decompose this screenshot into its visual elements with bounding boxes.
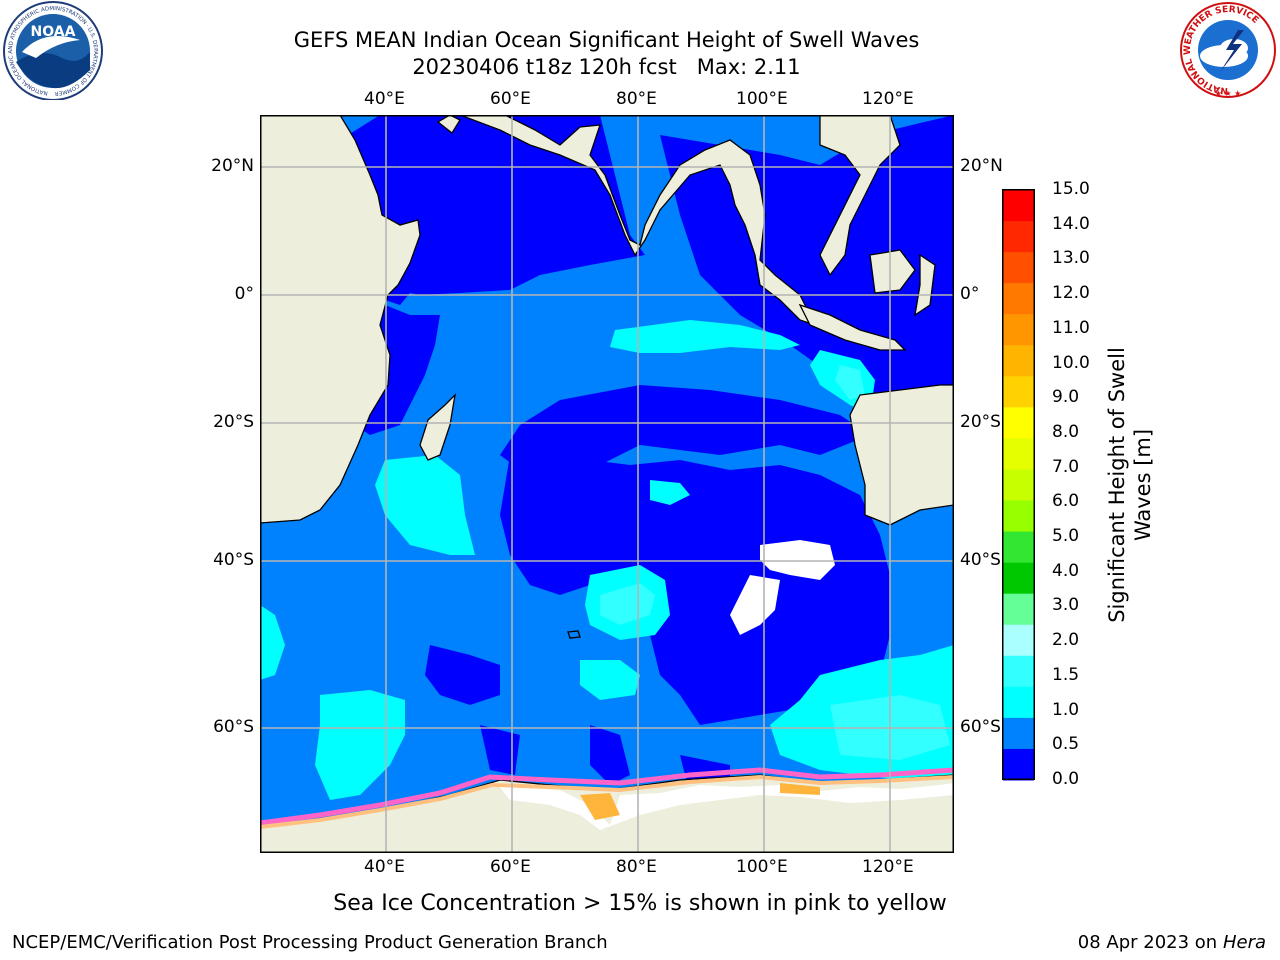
colorbar-swatch [1003, 345, 1034, 377]
lon-tick-bottom-80e: 80°E [616, 857, 657, 877]
lon-tick-top-40e: 40°E [364, 89, 405, 109]
lat-tick-left-40s: 40°S [213, 550, 254, 570]
svg-text:★ ★ ★: ★ ★ ★ [1215, 89, 1242, 98]
colorbar-label: 13.0 [1052, 248, 1090, 269]
map-frame [260, 115, 954, 853]
colorbar-swatch [1003, 252, 1034, 284]
colorbar-swatch [1003, 500, 1034, 533]
colorbar-swatch [1003, 469, 1034, 502]
lon-tick-bottom-40e: 40°E [364, 857, 405, 877]
colorbar-label: 4.0 [1052, 560, 1080, 581]
lon-tick-top-120e: 120°E [862, 89, 914, 109]
lat-tick-left-0: 0° [234, 284, 254, 304]
africa [260, 115, 421, 524]
nws-logo: NATIONAL WEATHER SERVICE ★ ★ ★ [1180, 2, 1276, 98]
colorbar-swatch [1003, 376, 1034, 408]
colorbar-swatch [1003, 531, 1034, 564]
lat-tick-left-20n: 20°N [211, 156, 254, 176]
colorbar-label: 3.0 [1052, 595, 1080, 616]
map-title: GEFS MEAN Indian Ocean Significant Heigh… [293, 28, 920, 52]
svg-text:Significant Height of Swell: Significant Height of Swell [1105, 347, 1129, 623]
colorbar-label: 14.0 [1052, 213, 1090, 234]
lat-tick-right-20n: 20°N [960, 156, 1003, 176]
lon-tick-bottom-120e: 120°E [862, 857, 914, 877]
colorbar-label: 8.0 [1052, 421, 1080, 442]
colorbar-swatch [1003, 717, 1034, 750]
lat-tick-right-60s: 60°S [960, 717, 1001, 737]
lat-tick-left-20s: 20°S [213, 412, 254, 432]
svg-text:Waves [m]: Waves [m] [1131, 429, 1155, 541]
colorbar-swatch [1003, 407, 1034, 439]
borneo [869, 249, 916, 294]
colorbar-swatch [1003, 748, 1034, 781]
colorbar-label: 11.0 [1052, 317, 1090, 338]
lat-tick-left-60s: 60°S [213, 717, 254, 737]
footer-date: 08 Apr 2023 on Hera [1078, 932, 1266, 953]
lon-tick-top-60e: 60°E [490, 89, 531, 109]
map-subtitle: 20230406 t18z 120h fcst Max: 2.11 [412, 55, 801, 79]
colorbar-label: 9.0 [1052, 387, 1080, 408]
sea-ice-caption: Sea Ice Concentration > 15% is shown in … [333, 891, 947, 916]
colorbar-swatch [1003, 562, 1034, 595]
colorbar-label: 5.0 [1052, 526, 1080, 547]
colorbar-swatch [1003, 283, 1034, 315]
colorbar-swatch [1003, 655, 1034, 688]
lat-tick-right-0: 0° [960, 284, 980, 304]
sumatra-java [798, 303, 907, 351]
colorbar-label: 1.0 [1052, 699, 1080, 720]
lon-tick-top-80e: 80°E [616, 89, 657, 109]
colorbar [1002, 189, 1035, 781]
australia [849, 384, 954, 526]
noaa-logo: NOAA NATIONAL OCEANIC AND ATMOSPHERIC AD… [0, 0, 103, 100]
sea-ice-edge [260, 767, 954, 830]
colorbar-label: 1.5 [1052, 664, 1080, 685]
colorbar-title: Significant Height of Swell Waves [m] [1105, 347, 1155, 623]
lat-tick-right-20s: 20°S [960, 412, 1001, 432]
indochina [819, 115, 901, 277]
colorbar-swatch [1003, 221, 1034, 253]
colorbar-label: 6.0 [1052, 491, 1080, 512]
lon-tick-bottom-60e: 60°E [490, 857, 531, 877]
colorbar-label: 2.0 [1052, 630, 1080, 651]
sulawesi [914, 253, 936, 317]
colorbar-swatch [1003, 190, 1034, 222]
colorbar-label: 0.0 [1052, 769, 1080, 789]
colorbar-label: 12.0 [1052, 283, 1090, 304]
lat-tick-right-40s: 40°S [960, 550, 1001, 570]
colorbar-label: 15.0 [1052, 179, 1090, 199]
lon-tick-top-100e: 100°E [736, 89, 788, 109]
missing-data-patches [730, 540, 835, 635]
svg-text:NOAA: NOAA [31, 24, 76, 40]
colorbar-label: 10.0 [1052, 352, 1090, 373]
lon-tick-bottom-100e: 100°E [736, 857, 788, 877]
footer-branch: NCEP/EMC/Verification Post Processing Pr… [12, 932, 608, 953]
footer-machine: Hera [1222, 932, 1266, 953]
colorbar-swatch [1003, 686, 1034, 719]
colorbar-label: 7.0 [1052, 456, 1080, 477]
swell-height-map [260, 115, 954, 853]
footer-date-text: 08 Apr 2023 on [1077, 932, 1223, 953]
colorbar-swatch [1003, 438, 1034, 470]
colorbar-swatch [1003, 593, 1034, 626]
swell-band-0-0.5 [260, 115, 954, 805]
colorbar-label: 0.5 [1052, 734, 1080, 755]
colorbar-swatch [1003, 624, 1034, 657]
madagascar [419, 393, 456, 461]
colorbar-swatch [1003, 314, 1034, 346]
gridlines [260, 115, 954, 853]
